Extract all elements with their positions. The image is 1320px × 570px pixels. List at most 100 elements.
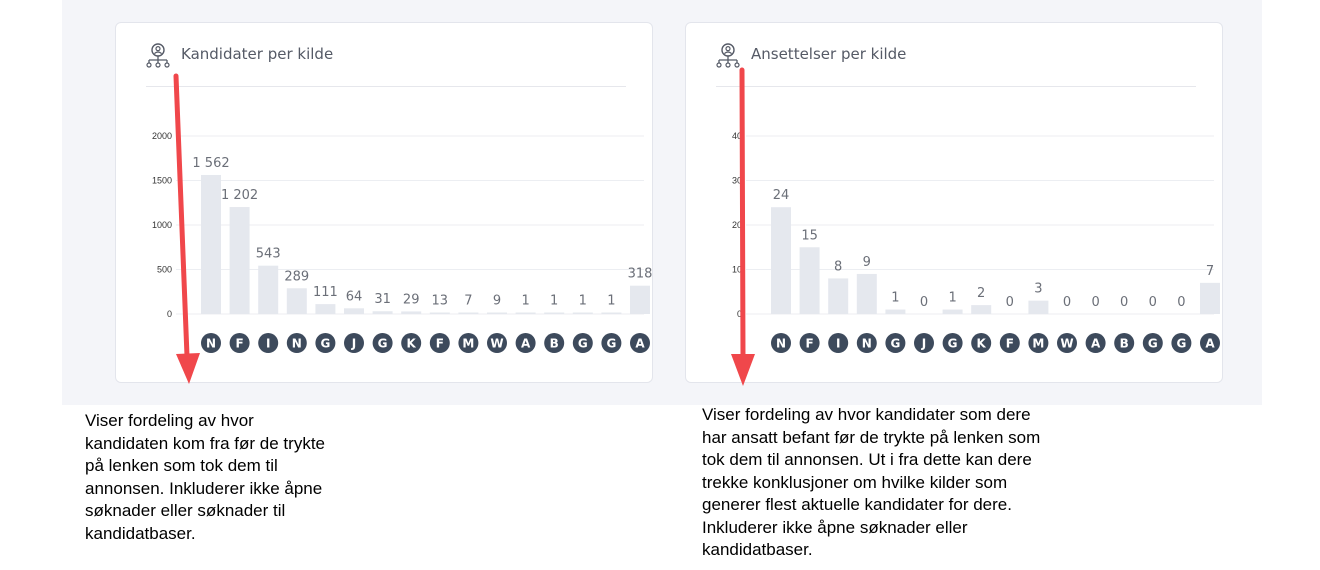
source-badge-circle — [828, 333, 849, 353]
source-badge[interactable]: G — [885, 333, 906, 353]
x-tick-label: K — [407, 337, 417, 351]
source-badge[interactable]: J — [914, 333, 934, 353]
y-tick-label: 2000 — [152, 131, 172, 141]
x-tick-label: A — [635, 337, 645, 351]
bar[interactable] — [429, 312, 450, 315]
data-label: 111 — [313, 285, 338, 300]
data-label: 13 — [432, 294, 449, 309]
data-label: 0 — [920, 295, 928, 310]
source-badge[interactable]: W — [487, 333, 507, 353]
data-label: 31 — [374, 292, 391, 307]
source-badge-circle — [286, 333, 307, 353]
source-badge[interactable]: G — [1171, 333, 1192, 353]
source-badge[interactable]: M — [1028, 333, 1049, 353]
data-label: 543 — [256, 247, 281, 262]
source-badge[interactable]: F — [799, 333, 820, 353]
bar[interactable] — [458, 312, 479, 315]
source-badge[interactable]: J — [344, 333, 364, 353]
x-tick-label: F — [805, 337, 813, 351]
bar[interactable] — [942, 309, 963, 314]
bar[interactable] — [229, 207, 250, 314]
bar[interactable] — [544, 312, 565, 315]
source-badge[interactable]: G — [372, 333, 393, 353]
source-badge-circle — [572, 333, 593, 353]
data-label: 9 — [493, 294, 501, 309]
bar[interactable] — [1028, 300, 1049, 314]
data-label: 0 — [1006, 295, 1014, 310]
source-badge[interactable]: F — [229, 333, 250, 353]
bar[interactable] — [601, 312, 622, 315]
source-badge[interactable]: A — [630, 333, 650, 353]
x-tick-label: M — [462, 337, 474, 351]
bar[interactable] — [286, 288, 307, 314]
bar[interactable] — [572, 312, 593, 315]
x-tick-label: W — [490, 337, 503, 351]
y-tick-label: 0 — [737, 309, 742, 319]
x-tick-label: G — [1176, 337, 1186, 351]
bar[interactable] — [315, 304, 336, 314]
source-badge[interactable]: A — [1085, 333, 1106, 353]
source-badge[interactable]: N — [771, 333, 791, 353]
source-badge-circle — [201, 333, 221, 353]
x-tick-label: M — [1032, 337, 1044, 351]
x-tick-label: G — [948, 337, 958, 351]
source-badge[interactable]: K — [401, 333, 422, 353]
source-badge[interactable]: I — [258, 333, 279, 353]
source-badge[interactable]: G — [601, 333, 622, 353]
source-badge[interactable]: G — [942, 333, 963, 353]
source-badge[interactable]: G — [1142, 333, 1163, 353]
x-tick-label: F — [1006, 337, 1014, 351]
bar[interactable] — [971, 305, 992, 314]
bar[interactable] — [828, 278, 849, 314]
bar[interactable] — [401, 311, 422, 314]
source-badge-circle — [1028, 333, 1049, 353]
source-badge[interactable]: W — [1057, 333, 1077, 353]
source-badge-circle — [971, 333, 992, 353]
bar[interactable] — [771, 207, 791, 314]
data-label: 0 — [1063, 295, 1071, 310]
source-badge[interactable]: N — [286, 333, 307, 353]
source-badge-circle — [258, 333, 279, 353]
y-tick-label: 20 — [732, 220, 742, 230]
bar[interactable] — [372, 311, 393, 314]
annotation-text-hires: Viser fordeling av hvor kandidater som d… — [702, 405, 1041, 559]
source-badge[interactable]: F — [999, 333, 1020, 353]
data-label: 0 — [1149, 295, 1157, 310]
x-tick-label: A — [1091, 337, 1101, 351]
source-badge[interactable]: N — [201, 333, 221, 353]
bar[interactable] — [856, 273, 877, 314]
candidates-per-source-card: Kandidater per kilde 2000 1500 1000 500 0 1 5… — [115, 22, 653, 383]
bar[interactable] — [885, 309, 906, 314]
source-badge-circle — [458, 333, 479, 353]
source-badge[interactable]: K — [971, 333, 992, 353]
data-label: 1 — [579, 294, 587, 309]
source-badge-circle — [1142, 333, 1163, 353]
source-badge[interactable]: A — [515, 333, 536, 353]
y-tick-label: 40 — [732, 131, 742, 141]
bar[interactable] — [630, 285, 650, 314]
bar[interactable] — [515, 312, 536, 315]
x-tick-label: G — [578, 337, 588, 351]
bar[interactable] — [487, 312, 507, 315]
bar[interactable] — [258, 265, 279, 314]
source-badge-circle — [229, 333, 250, 353]
data-label: 7 — [464, 294, 472, 309]
source-badge[interactable]: B — [1114, 333, 1135, 353]
source-badge[interactable]: A — [1200, 333, 1220, 353]
source-badge-circle — [344, 333, 364, 353]
source-badge-circle — [942, 333, 963, 353]
source-badge[interactable]: I — [828, 333, 849, 353]
bar[interactable] — [799, 247, 820, 314]
source-badge[interactable]: M — [458, 333, 479, 353]
source-badge[interactable]: G — [572, 333, 593, 353]
source-badge[interactable]: G — [315, 333, 336, 353]
bar[interactable] — [344, 308, 364, 314]
source-badge[interactable]: F — [429, 333, 450, 353]
source-badge[interactable]: B — [544, 333, 565, 353]
bar[interactable] — [201, 174, 221, 314]
source-badge[interactable]: N — [856, 333, 877, 353]
data-label: 1 — [550, 294, 558, 309]
x-tick-label: B — [1120, 337, 1129, 351]
bar[interactable] — [1200, 282, 1220, 314]
